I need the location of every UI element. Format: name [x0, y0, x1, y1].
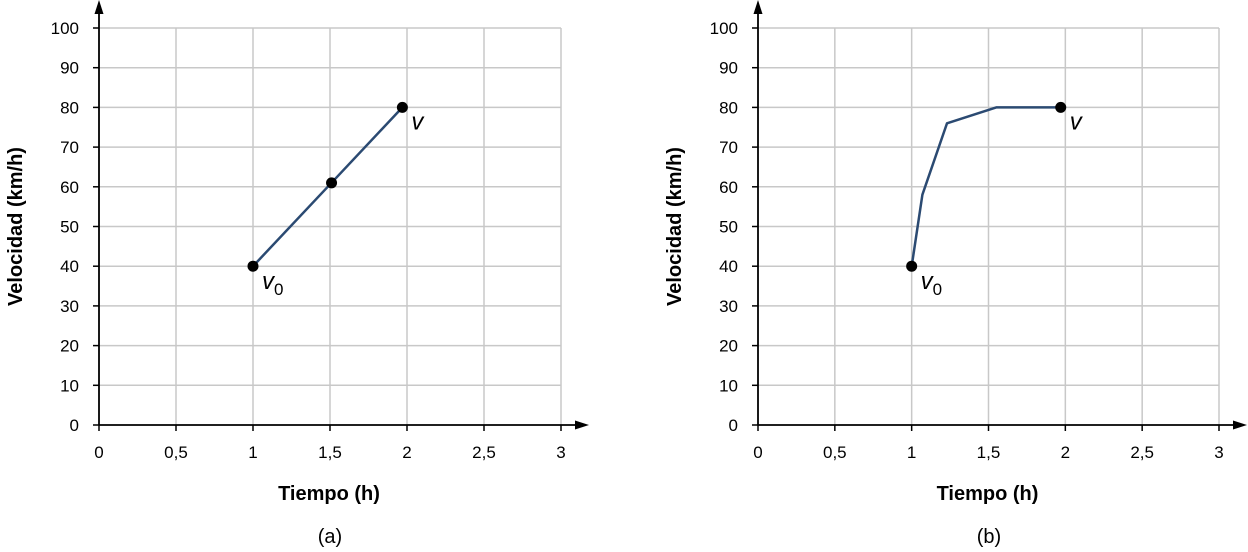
chart-a-x-tick-label-5: 2,5 — [472, 443, 496, 462]
chart-a-x-axis-title: Tiempo (h) — [278, 483, 380, 505]
chart-a-point-2 — [396, 101, 408, 113]
chart-a-y-tick-label-7: 70 — [60, 138, 79, 157]
chart-a-caption: (a) — [318, 526, 342, 548]
chart-a-y-tick-label-3: 30 — [60, 297, 79, 316]
chart-a-point-label-0: v0 — [262, 268, 283, 299]
chart-a-y-tick-label-1: 10 — [60, 376, 79, 395]
chart-a-x-tick-label-0: 0 — [94, 443, 103, 462]
chart-a-x-tick-label-4: 2 — [402, 443, 411, 462]
chart-a-y-tick-label-4: 40 — [60, 257, 79, 276]
chart-a-y-tick-label-10: 100 — [51, 19, 79, 38]
chart-a-y-tick-label-5: 50 — [60, 218, 79, 237]
chart-a-x-tick-label-2: 1 — [248, 443, 257, 462]
chart-a-y-tick-label-2: 20 — [60, 337, 79, 356]
chart-a-x-tick-label-3: 1,5 — [318, 443, 342, 462]
chart-a-y-axis-title: Velocidad (km/h) — [5, 147, 27, 306]
chart-a-x-axis-arrow — [575, 420, 589, 430]
chart-a-y-tick-label-8: 80 — [60, 98, 79, 117]
chart-a-point-1 — [326, 177, 338, 189]
chart-a-x-tick-label-1: 0,5 — [164, 443, 188, 462]
chart-a-y-tick-label-9: 90 — [60, 59, 79, 78]
chart-a-point-0 — [247, 260, 259, 272]
chart-a-y-tick-label-6: 60 — [60, 178, 79, 197]
chart-a-y-axis-arrow — [94, 0, 104, 14]
chart-a-y-tick-label-0: 0 — [70, 416, 79, 435]
chart-a-point-label-sub-0: 0 — [274, 280, 283, 299]
chart-a-x-tick-label-6: 3 — [556, 443, 565, 462]
chart-a-point-label-2: v — [411, 108, 425, 135]
